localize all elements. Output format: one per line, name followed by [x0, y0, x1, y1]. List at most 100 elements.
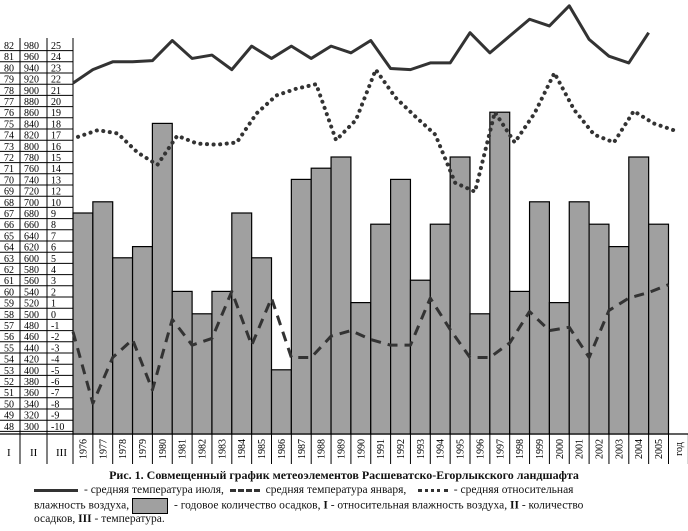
x-tick-label-1985: 1985: [257, 439, 268, 459]
axis-III-tick: 8: [51, 220, 56, 231]
x-tick-label-1979: 1979: [138, 439, 149, 459]
bar-1980: [151, 122, 173, 435]
axis-II-tick: 680: [24, 209, 39, 220]
axis-II-tick: 780: [24, 153, 39, 164]
axis-II-tick: 500: [24, 310, 39, 321]
figure-title: Рис. 1. Совмещенный график метеоэлементо…: [109, 468, 579, 482]
axis-III-tick: -10: [51, 422, 64, 433]
legend-I: - относительная влажность воздуха,: [330, 499, 508, 512]
legend-jan: средняя температура января,: [265, 484, 407, 496]
axis-I-tick: 53: [4, 366, 14, 377]
bar-1992: [390, 178, 412, 435]
axis-III-tick: 16: [51, 142, 61, 153]
bar-1978: [112, 257, 134, 435]
bar-2001: [568, 201, 590, 435]
axis-III-tick: 14: [51, 164, 61, 175]
bar-1977: [92, 201, 114, 435]
axis-III-tick: 10: [51, 198, 61, 209]
axis-II-tick: 640: [24, 231, 39, 242]
axis-I-tick: 79: [4, 75, 14, 86]
bar-1990: [350, 302, 372, 435]
axis-I-tick: 80: [4, 63, 14, 74]
axis-III-tick: 17: [51, 131, 61, 142]
axis-II-tick: 720: [24, 187, 39, 198]
axis-II-tick: 320: [24, 411, 39, 422]
axis-III-tick: 4: [51, 265, 56, 276]
bar-1987: [290, 178, 312, 435]
axis-III-tick: -6: [51, 377, 59, 388]
axis-III-tick: -9: [51, 411, 59, 422]
x-tick-label-1994: 1994: [436, 439, 447, 459]
bar-1984: [231, 212, 253, 435]
axis-II-tick: 520: [24, 299, 39, 310]
axis-III-tick: 6: [51, 243, 56, 254]
x-tick-label-1997: 1997: [495, 439, 506, 459]
axis-I-tick: 75: [4, 119, 14, 130]
axis-I-tick: 81: [4, 52, 14, 63]
axis-I-tick: 60: [4, 287, 14, 298]
axis-I-tick: 69: [4, 187, 14, 198]
bar-2005: [648, 223, 670, 435]
axis-II-tick: 700: [24, 198, 39, 209]
axis-header-II: II: [30, 447, 38, 459]
axis-I-tick: 72: [4, 153, 14, 164]
axis-I-tick: 56: [4, 332, 14, 343]
axis-II-tick: 480: [24, 321, 39, 332]
axis-I-tick: 78: [4, 86, 14, 97]
axis-I-tick: 74: [4, 131, 14, 142]
bar-2002: [588, 223, 610, 435]
legend-III: - температура.: [94, 513, 165, 525]
axis-III-tick: 18: [51, 119, 61, 130]
legend-humidity-cont: влажность воздуха,: [34, 499, 130, 512]
axis-I-tick: 49: [4, 411, 14, 422]
bar-2000: [548, 302, 570, 435]
axis-II-tick: 920: [24, 75, 39, 86]
x-tick-label-1999: 1999: [535, 439, 546, 459]
legend-line-3: осадков, III - температура.: [34, 513, 684, 525]
axis-III-tick: -4: [51, 355, 59, 366]
axis-II-tick: 400: [24, 366, 39, 377]
axis-header-III: III: [56, 447, 67, 459]
x-tick-label-1978: 1978: [118, 439, 129, 459]
axis-I-tick: 64: [4, 243, 14, 254]
x-tick-label-2003: 2003: [614, 439, 625, 459]
bar-1994: [429, 223, 451, 435]
axis-II-tick: 820: [24, 131, 39, 142]
axis-I-tick: 50: [4, 399, 14, 410]
axis-II-tick: 300: [24, 422, 39, 433]
axis-header-I: I: [7, 447, 11, 459]
series-line-dotted: [76, 67, 676, 194]
x-tick-label-1982: 1982: [198, 439, 209, 459]
axis-II-tick: 760: [24, 164, 39, 175]
axis-I-tick: 77: [4, 97, 14, 108]
axis-II-tick: 360: [24, 388, 39, 399]
axis-III-tick: 12: [51, 187, 61, 198]
axis-III-tick: 7: [51, 231, 56, 242]
bar-1991: [370, 223, 392, 435]
axis-I-tick: 62: [4, 265, 14, 276]
x-tick-label-2004: 2004: [634, 439, 645, 459]
legend-dotted-swatch: [417, 488, 448, 492]
axis-III-tick: 15: [51, 153, 61, 164]
axis-I-tick: 57: [4, 321, 14, 332]
axis-I-tick: 66: [4, 220, 14, 231]
axis-II-tick: 660: [24, 220, 39, 231]
axis-III-tick: 1: [51, 299, 56, 310]
bar-1981: [171, 290, 193, 435]
x-tick-label-1989: 1989: [336, 439, 347, 459]
axis-III-tick: 3: [51, 276, 56, 287]
axis-II-tick: 540: [24, 287, 39, 298]
axis-III-tick: -7: [51, 388, 59, 399]
axis-II-tick: 580: [24, 265, 39, 276]
legend-II-key: II: [510, 499, 519, 512]
legend-bar-swatch: [132, 498, 168, 514]
axis-II-tick: 800: [24, 142, 39, 153]
axis-III-tick: -2: [51, 332, 59, 343]
axis-II-tick: 380: [24, 377, 39, 388]
x-tick-label-1981: 1981: [178, 439, 189, 459]
x-tick-label-1993: 1993: [416, 439, 427, 459]
bar-1995: [449, 156, 471, 435]
legend-july: - средняя температура июля,: [84, 484, 224, 496]
x-tick-label-1977: 1977: [98, 439, 109, 459]
axis-III-tick: -1: [51, 321, 59, 332]
